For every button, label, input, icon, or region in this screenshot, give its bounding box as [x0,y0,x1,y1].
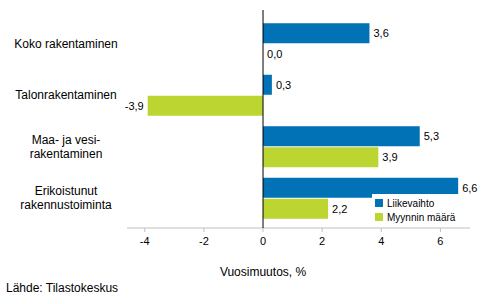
bars [148,23,458,219]
x-tick-label: 6 [437,235,443,247]
legend-label: Myynnin määrä [387,212,456,223]
legend-swatch [375,213,383,221]
data-label: 3,6 [373,27,388,39]
category-label-line: rakennustoiminta [20,198,112,212]
category-label: Erikoistunutrakennustoiminta [20,184,112,212]
bar [263,199,328,219]
x-tick-label: -2 [199,235,209,247]
legend-box [372,194,464,226]
bar [263,23,369,43]
x-tick [381,228,382,232]
data-label: 6,6 [462,182,477,194]
legend: Liikevaihto Myynnin määrä [372,194,464,226]
x-tick [144,228,145,232]
category-label-line: Talonrakentaminen [15,88,116,102]
bar [263,147,378,167]
category-label: Koko rakentaminen [14,37,117,51]
x-tick [440,228,441,232]
bar [263,75,272,95]
x-tick-label: -4 [140,235,150,247]
category-label-line: rakentaminen [30,147,103,161]
category-label-line: Erikoistunut [35,184,98,198]
bar [148,96,263,116]
category-label: Maa- ja vesi-rakentaminen [30,133,103,161]
category-label: Talonrakentaminen [15,88,116,102]
bar [263,126,420,146]
x-tick-label: 4 [378,235,384,247]
category-label-line: Koko rakentaminen [14,37,117,51]
x-axis-title: Vuosimuutos, % [220,265,307,279]
chart: -4 -2 0 2 4 6 3,6 0,3 5,3 6,6 0,0 -3,9 3,9 2,2 Koko ra… [0,0,493,304]
data-label: 2,2 [332,203,347,215]
x-axis-line [127,228,470,229]
category-label-line: Maa- ja vesi- [32,133,101,147]
legend-label: Liikevaihto [387,198,435,209]
data-label: 0,3 [276,79,291,91]
legend-swatch [375,199,383,207]
x-tick-label: 0 [260,235,266,247]
x-tick [203,228,204,232]
data-label: 0,0 [267,48,282,60]
x-tick [263,228,264,232]
x-tick [322,228,323,232]
zero-line [263,10,264,228]
x-tick-label: 2 [319,235,325,247]
data-label: 5,3 [424,130,439,142]
data-labels: 3,6 0,3 5,3 6,6 0,0 -3,9 3,9 2,2 [125,27,478,215]
data-label: 3,9 [382,151,397,163]
source: Lähde: Tilastokeskus [6,281,118,295]
data-label: -3,9 [125,100,144,112]
